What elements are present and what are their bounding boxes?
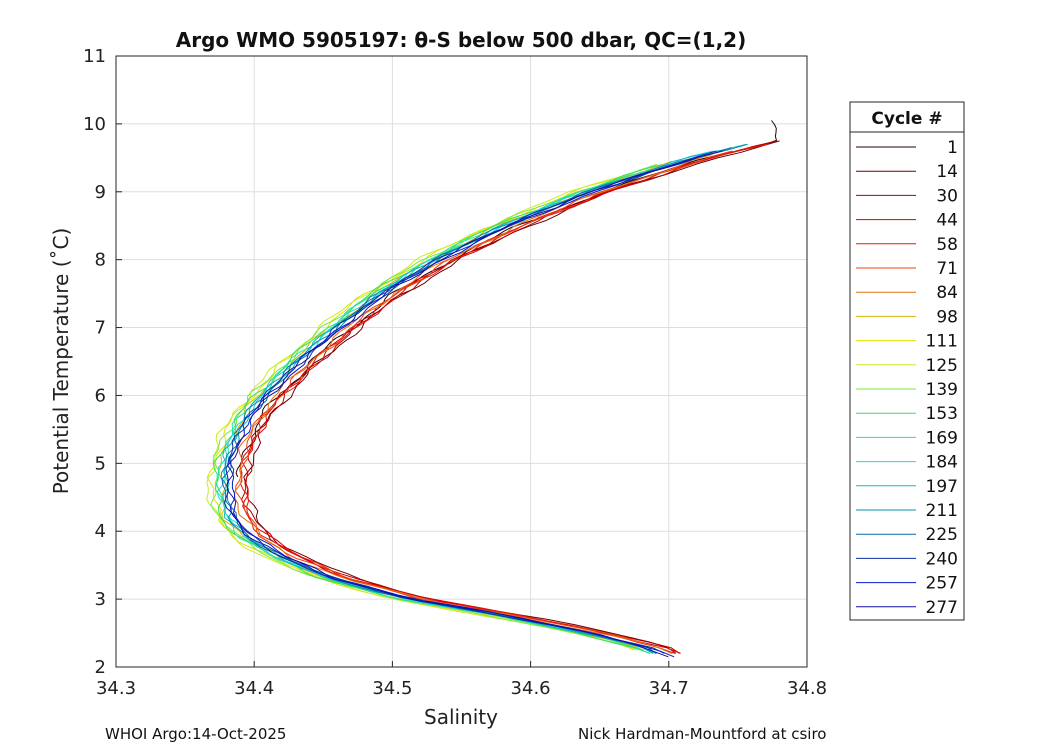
legend-label: 240	[926, 549, 958, 569]
legend-label: 197	[926, 477, 958, 497]
series-line-cycle-240	[224, 150, 717, 654]
legend-label: 98	[936, 307, 958, 327]
series-line-cycle-84	[233, 153, 713, 654]
legend-label: 225	[926, 525, 958, 545]
y-tick-label: 5	[95, 453, 106, 474]
x-tick-label: 34.7	[649, 678, 689, 699]
x-tick-label: 34.6	[511, 678, 551, 699]
x-axis-label: Salinity	[424, 705, 498, 729]
y-tick-label: 2	[95, 657, 106, 678]
x-tick-label: 34.5	[372, 678, 412, 699]
y-tick-label: 9	[95, 182, 106, 203]
series-line-cycle-98	[218, 160, 673, 651]
legend-label: 211	[926, 501, 958, 521]
legend-label: 125	[926, 356, 958, 376]
chart-title: Argo WMO 5905197: θ-S below 500 dbar, QC…	[176, 28, 746, 52]
series-line-cycle-1	[235, 120, 777, 478]
plot-frame	[115, 55, 808, 668]
legend: Cycle # 1 14 30 44 58 71 84 98 111 125 139 153 169 18…	[849, 101, 965, 621]
series-line-cycle-225	[221, 147, 732, 654]
legend-label: 139	[926, 380, 958, 400]
legend-label: 184	[926, 453, 958, 473]
series-line-cycle-139	[210, 164, 657, 651]
series-lines	[206, 120, 780, 658]
y-tick-label: 6	[95, 385, 106, 406]
legend-label: 257	[926, 574, 958, 594]
legend-label: 169	[926, 428, 958, 448]
x-tick-label: 34.3	[96, 678, 136, 699]
y-tick-label: 8	[95, 250, 106, 271]
y-tick-label: 7	[95, 318, 106, 339]
grid-lines	[115, 55, 808, 668]
legend-label: 84	[936, 283, 958, 303]
legend-title: Cycle #	[871, 109, 942, 129]
series-line-cycle-111	[206, 164, 658, 651]
legend-label: 14	[936, 162, 958, 182]
series-line-cycle-257	[227, 150, 723, 658]
legend-label: 1	[947, 138, 958, 158]
y-axis-ticks: 2 3 4 5 6 7 8 9 10 11	[83, 46, 122, 678]
legend-label: 30	[936, 186, 958, 206]
y-tick-label: 11	[83, 46, 106, 67]
y-tick-label: 4	[95, 521, 106, 542]
legend-box	[849, 101, 965, 621]
footer-author: Nick Hardman-Mountford at csiro	[578, 725, 827, 743]
series-line-cycle-184	[217, 150, 714, 654]
series-line-cycle-277	[225, 157, 698, 658]
legend-label: 58	[936, 235, 958, 255]
x-tick-label: 34.4	[234, 678, 274, 699]
series-line-cycle-30	[241, 140, 778, 654]
y-axis-label: Potential Temperature (˚C)	[49, 228, 73, 495]
legend-label: 277	[926, 598, 958, 618]
footer-source: WHOI Argo:14-Oct-2025	[105, 725, 287, 743]
series-line-cycle-125	[206, 164, 657, 651]
series-line-cycle-169	[214, 160, 680, 654]
x-axis-ticks: 34.3 34.4 34.5 34.6 34.7 34.8	[96, 661, 827, 699]
legend-label: 44	[936, 211, 958, 231]
legend-label: 153	[926, 404, 958, 424]
series-line-cycle-153	[212, 164, 662, 654]
y-tick-label: 3	[95, 589, 106, 610]
y-tick-label: 10	[83, 114, 106, 135]
legend-label: 111	[926, 332, 958, 352]
series-line-cycle-71	[235, 150, 733, 654]
series-line-cycle-197	[222, 143, 747, 654]
x-tick-label: 34.8	[787, 678, 827, 699]
legend-label: 71	[936, 259, 958, 279]
series-line-cycle-14	[243, 140, 780, 654]
